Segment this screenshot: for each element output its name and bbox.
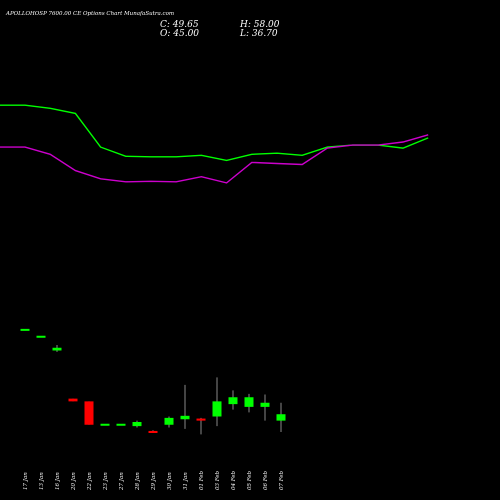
high-value: H: 58.00 xyxy=(239,20,280,30)
chart-title: APOLLOHOSP 7600.00 CE Options Chart Muna… xyxy=(5,11,174,17)
x-tick-label: 17 Jan xyxy=(23,472,29,490)
x-tick-label: 22 Jan xyxy=(87,472,93,491)
x-tick-label: 06 Feb xyxy=(263,470,269,490)
candle-body xyxy=(276,414,286,421)
x-tick-label: 01 Feb xyxy=(199,470,205,490)
low-value: L: 36.70 xyxy=(239,29,278,39)
candle-body xyxy=(228,397,238,405)
candle-body xyxy=(68,398,78,402)
open-value: O: 45.00 xyxy=(160,29,199,39)
lower-band-line xyxy=(0,134,429,184)
close-value: C: 49.65 xyxy=(160,20,199,30)
x-tick-label: 31 Jan xyxy=(183,472,189,490)
candle-body xyxy=(180,415,190,420)
x-tick-label: 13 Jan xyxy=(39,472,45,490)
candle-body xyxy=(132,422,142,427)
x-tick-label: 05 Feb xyxy=(247,470,253,490)
candle-body xyxy=(116,423,126,426)
x-tick-label: 30 Jan xyxy=(167,472,173,490)
candles xyxy=(20,328,286,435)
candle-body xyxy=(164,417,174,425)
x-tick-label: 03 Feb xyxy=(215,470,221,490)
band-lines xyxy=(0,104,429,184)
x-tick-label: 20 Jan xyxy=(71,472,77,491)
candle-body xyxy=(52,347,62,351)
x-tick-label: 16 Jan xyxy=(55,472,61,490)
x-tick-label: 07 Feb xyxy=(279,470,285,490)
candle-body xyxy=(100,423,110,426)
x-tick-label: 28 Jan xyxy=(135,472,141,491)
candle-body xyxy=(212,401,222,417)
x-tick-label: 27 Jan xyxy=(119,472,125,491)
x-tick-label: 23 Jan xyxy=(103,472,109,491)
x-tick-label: 04 Feb xyxy=(231,470,237,490)
candle-body xyxy=(148,430,158,433)
candle-body xyxy=(260,402,270,407)
candle-body xyxy=(84,401,94,425)
x-tick-label: 29 Jan xyxy=(151,472,157,491)
candle-body xyxy=(196,418,206,421)
candle-body xyxy=(20,328,30,331)
x-axis-labels: 17 Jan 13 Jan 16 Jan 20 Jan 22 Jan 23 Jan 27 J… xyxy=(23,470,285,491)
candle-body xyxy=(244,397,254,407)
candle-body xyxy=(36,335,46,338)
